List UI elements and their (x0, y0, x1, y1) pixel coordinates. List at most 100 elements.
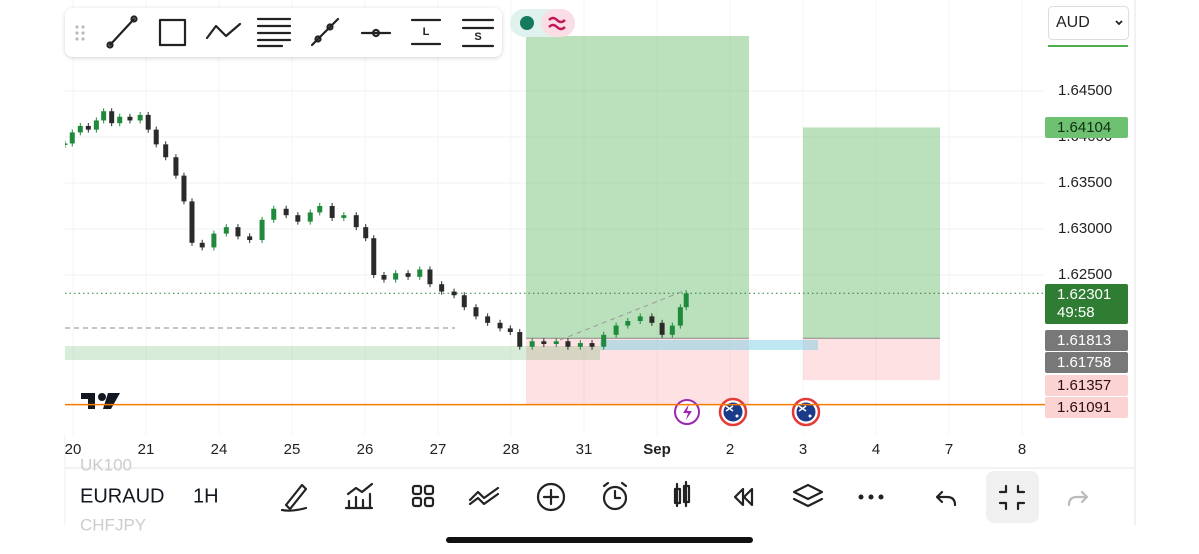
drag-handle[interactable] (75, 25, 85, 41)
candle (235, 227, 241, 237)
candle (427, 269, 433, 285)
event-flag[interactable] (791, 397, 821, 427)
drawing-toolbar: L S (65, 8, 502, 57)
candle (173, 157, 179, 176)
price-tag-label: 1.61091 (1057, 399, 1111, 416)
x-tick-label: 8 (1018, 441, 1026, 458)
candle (669, 325, 675, 335)
btn-indicators[interactable] (344, 482, 374, 510)
candle (93, 120, 99, 130)
candle (363, 227, 369, 239)
tool-ray[interactable] (310, 17, 340, 47)
candle (117, 116, 123, 124)
x-tick-label: 26 (357, 441, 374, 458)
btn-chart-type[interactable] (673, 480, 691, 508)
indicator-pill[interactable] (510, 9, 575, 37)
x-tick-label: 24 (211, 441, 228, 458)
svg-text:S: S (474, 31, 481, 43)
x-tick-label: 4 (872, 441, 880, 458)
candle (405, 273, 411, 277)
logo (81, 393, 120, 409)
trend-dash (559, 289, 687, 341)
candle (65, 143, 68, 145)
candle (317, 206, 323, 213)
y-tick-label: 1.64500 (1058, 82, 1112, 99)
candle (247, 236, 253, 241)
candle (649, 316, 655, 323)
candle (439, 284, 445, 292)
candle (553, 341, 559, 344)
support-band (65, 346, 600, 360)
btn-redo[interactable] (1067, 490, 1089, 507)
price-tag-label: 1.61357 (1057, 377, 1111, 394)
candle (223, 227, 229, 234)
currency-select[interactable]: AUD (1048, 6, 1129, 47)
candle (529, 341, 535, 347)
candle (163, 144, 169, 158)
candle (677, 307, 683, 326)
candle (329, 206, 335, 218)
x-tick-label: 2 (726, 441, 734, 458)
candle (211, 233, 217, 248)
candle (137, 114, 143, 121)
interval[interactable]: 1H (193, 485, 219, 507)
candle (497, 322, 503, 329)
candle (417, 269, 423, 277)
candle (613, 325, 619, 335)
x-tick-label: 3 (799, 441, 807, 458)
candle (517, 332, 523, 347)
btn-more[interactable] (858, 494, 884, 500)
candle (565, 341, 571, 347)
candle (127, 116, 133, 121)
btn-alert[interactable] (602, 481, 628, 511)
btn-layers[interactable] (792, 483, 824, 508)
tool-trend-line[interactable] (106, 15, 138, 49)
candle (307, 212, 313, 222)
candle (371, 238, 377, 275)
x-tick-label: Sep (643, 441, 671, 458)
btn-draw[interactable] (280, 483, 308, 512)
btn-replay[interactable] (733, 487, 754, 507)
candle (577, 343, 583, 347)
candle (189, 201, 195, 243)
candle (461, 295, 467, 308)
y-tick-label: 1.63500 (1058, 174, 1112, 191)
price-tag (1045, 330, 1128, 351)
btn-add[interactable] (536, 482, 566, 512)
event-icon[interactable] (674, 399, 700, 425)
y-tick-label: 1.62500 (1058, 266, 1112, 283)
y-tick-label: 1.63000 (1058, 220, 1112, 237)
btn-compare[interactable] (468, 486, 500, 506)
btn-fullscreen[interactable] (998, 484, 1026, 511)
candle (451, 291, 457, 296)
candle (101, 111, 107, 121)
candle (259, 219, 265, 241)
candle (637, 316, 643, 321)
symbol[interactable]: EURAUD (80, 485, 164, 507)
candle (85, 125, 91, 130)
event-flag[interactable] (718, 397, 748, 427)
profit-zone (803, 127, 940, 339)
time-axis: 20 21 24 25 26 27 28 31 Sep 2 3 4 7 8 (65, 441, 1027, 458)
profit-zone (526, 36, 749, 339)
prev-symbol[interactable]: UK100 (80, 455, 132, 474)
x-tick-label: 21 (138, 441, 155, 458)
candle (683, 293, 689, 308)
btn-undo[interactable] (935, 490, 957, 507)
price-tag (1045, 117, 1128, 138)
tool-path[interactable] (205, 22, 242, 40)
tool-long-position[interactable]: L (410, 18, 442, 46)
range-band (600, 340, 818, 350)
next-symbol[interactable]: CHFJPY (80, 515, 146, 534)
price-tag (1045, 352, 1128, 373)
tool-fib[interactable] (256, 17, 292, 48)
plot-area (65, 0, 1045, 435)
home-indicator (446, 537, 753, 543)
btn-layout[interactable] (411, 484, 435, 508)
candle (485, 316, 491, 323)
tool-horizontal-line[interactable] (360, 28, 392, 38)
tool-short-position[interactable]: S (461, 18, 495, 48)
tool-rectangle[interactable] (158, 18, 187, 47)
